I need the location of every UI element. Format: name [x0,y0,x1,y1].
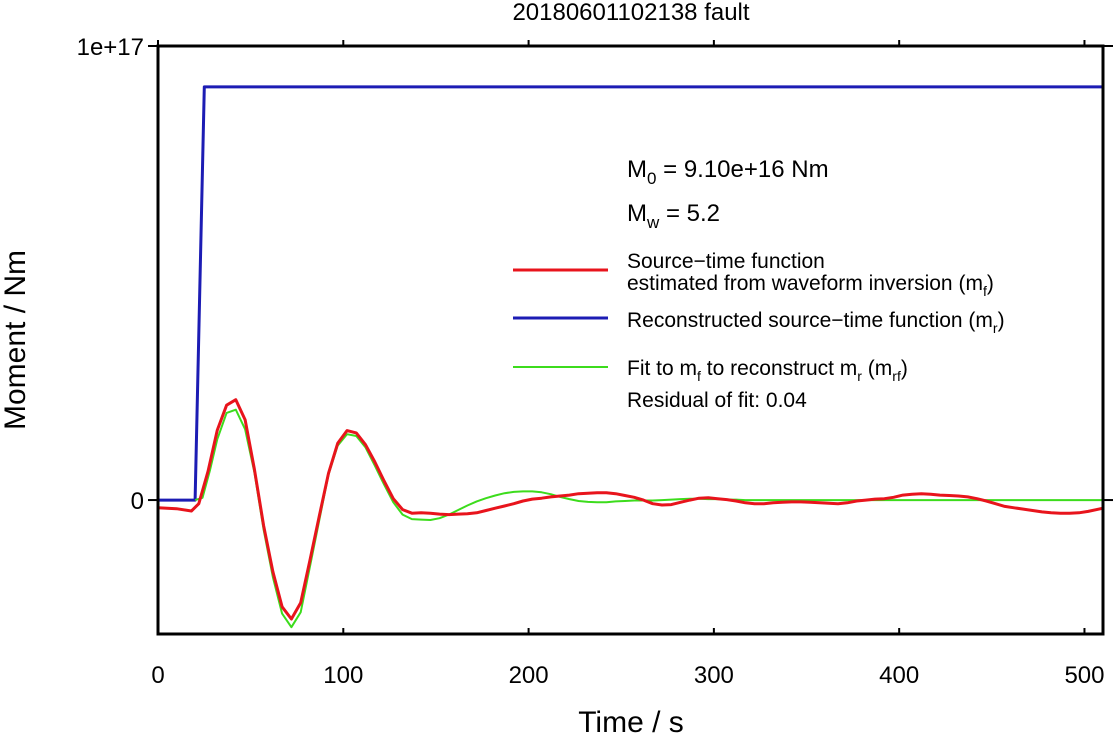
moment-magnitude-annotation: Mw = 5.2 [627,200,720,232]
chart-title: 20180601102138 fault [512,0,749,26]
x-tick-label: 300 [694,662,734,689]
series-line-0 [157,398,1104,621]
plot-frame [156,44,1105,636]
x-axis-title: Time / s [578,706,684,736]
series-line-1 [158,85,1103,502]
legend-label-0: Source−time function [627,250,825,273]
x-tick-label: 0 [151,662,164,689]
tick-group: 0 100 200 300 400 500 0 1e+17 [77,34,1113,689]
series-line-2 [194,408,1103,629]
y-tick-label: 1e+17 [77,34,144,61]
x-tick-label: 200 [509,662,549,689]
legend-label-2: Fit to mf to reconstruct mr (mrf) [627,357,908,384]
legend-label-1: Reconstructed source−time function (mr) [627,309,1005,336]
x-tick-label: 500 [1064,662,1104,689]
series-group [157,85,1104,629]
residual-annotation: Residual of fit: 0.04 [627,389,807,412]
x-tick-label: 100 [323,662,363,689]
x-tick-label: 400 [879,662,919,689]
legend-label-0: estimated from waveform inversion (mf) [627,272,994,299]
y-axis-title: Moment / Nm [0,250,32,430]
seismic-moment-annotation: M0 = 9.10e+16 Nm [627,156,829,188]
y-tick-label: 0 [131,488,144,515]
